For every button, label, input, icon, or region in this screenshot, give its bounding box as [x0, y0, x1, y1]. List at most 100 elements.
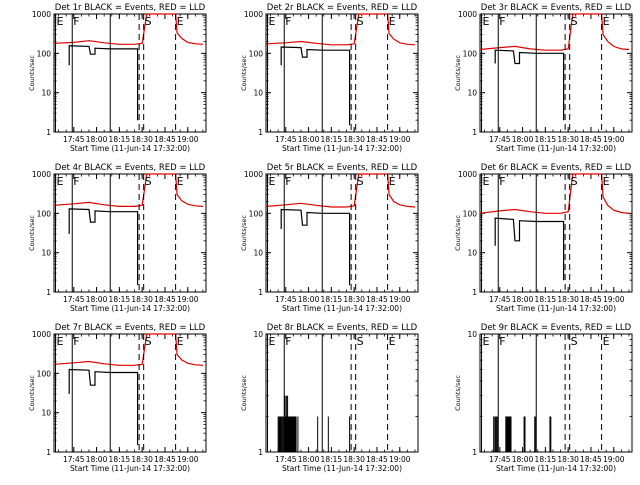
events-series-line [68, 368, 139, 446]
x-axis-label: Start Time (11-Jun-14 17:32:00) [496, 304, 616, 313]
x-tick-label: 18:45 [580, 455, 602, 464]
lld-series-line [479, 13, 630, 51]
x-tick-label: 18:15 [321, 455, 343, 464]
x-tick-label: 18:15 [535, 135, 557, 144]
x-tick-label: 19:00 [177, 295, 199, 304]
marker-label: S [571, 335, 578, 348]
marker-label: S [357, 335, 364, 348]
x-tick-label: 17:45 [275, 455, 297, 464]
y-tick-label: 10 [467, 330, 477, 339]
y-tick-label: 1 [472, 288, 477, 297]
y-axis-label: Counts/sec [240, 215, 248, 251]
y-tick-label: 100 [463, 49, 478, 58]
marker-label: S [571, 15, 578, 28]
y-tick-label: 1 [258, 128, 263, 137]
marker-label: E [483, 15, 490, 28]
y-tick-label: 10 [253, 249, 263, 258]
panel-title: Det 1r BLACK = Events, RED = LLD [55, 3, 206, 13]
y-tick-label: 1000 [244, 170, 263, 179]
y-tick-label: 100 [37, 209, 52, 218]
x-tick-label: 18:45 [366, 295, 388, 304]
x-tick-label: 17:45 [63, 455, 85, 464]
x-tick-label: 18:15 [109, 135, 131, 144]
plot-frame [53, 333, 207, 453]
x-axis-label: Start Time (11-Jun-14 17:32:00) [282, 144, 402, 153]
marker-label: E [483, 335, 490, 348]
x-tick-label: 19:00 [389, 295, 411, 304]
x-tick-label: 18:15 [109, 455, 131, 464]
plot-frame [53, 13, 207, 133]
marker-label: E [269, 335, 276, 348]
x-tick-label: 18:30 [131, 295, 153, 304]
y-tick-label: 100 [37, 49, 52, 58]
marker-label: E [57, 15, 64, 28]
y-axis-label: Counts/sec [454, 55, 462, 91]
marker-label: F [73, 15, 79, 28]
x-tick-label: 19:00 [389, 135, 411, 144]
marker-label: E [269, 15, 276, 28]
events-series-line [68, 45, 139, 121]
marker-label: S [145, 335, 152, 348]
y-tick-label: 1000 [244, 10, 263, 19]
plot-frame [53, 173, 207, 293]
marker-label: F [499, 15, 505, 28]
panel-det-9: Det 9r BLACK = Events, RED = LLD 1 10 17:45… [454, 323, 633, 473]
x-tick-label: 17:45 [489, 295, 511, 304]
x-tick-label: 18:30 [131, 455, 153, 464]
y-tick-label: 100 [249, 49, 264, 58]
y-axis-label: Counts/sec [28, 215, 36, 251]
x-tick-label: 19:00 [177, 135, 199, 144]
x-tick-label: 17:45 [489, 455, 511, 464]
panel-title: Det 5r BLACK = Events, RED = LLD [267, 163, 418, 173]
marker-label: E [57, 335, 64, 348]
x-axis-label: Start Time (11-Jun-14 17:32:00) [70, 304, 190, 313]
marker-label: E [177, 335, 184, 348]
x-tick-label: 18:45 [366, 455, 388, 464]
x-tick-label: 18:45 [154, 135, 176, 144]
x-tick-label: 18:30 [343, 455, 365, 464]
x-axis-label: Start Time (11-Jun-14 17:32:00) [70, 144, 190, 153]
y-tick-label: 1 [472, 128, 477, 137]
x-tick-label: 17:45 [275, 135, 297, 144]
x-tick-label: 18:00 [512, 455, 534, 464]
x-tick-label: 18:15 [321, 135, 343, 144]
lld-series-line [53, 333, 204, 366]
x-tick-label: 19:00 [177, 455, 199, 464]
y-axis-label: Counts/sec [454, 375, 462, 411]
y-axis-label: Counts/sec [454, 215, 462, 251]
panel-title: Det 7r BLACK = Events, RED = LLD [55, 323, 206, 333]
y-axis-label: Counts/sec [240, 55, 248, 91]
y-tick-label: 1000 [32, 10, 51, 19]
x-tick-label: 17:45 [489, 135, 511, 144]
y-tick-label: 1 [46, 288, 51, 297]
panel-title: Det 2r BLACK = Events, RED = LLD [267, 3, 418, 13]
marker-label: F [285, 175, 291, 188]
marker-label: F [285, 15, 291, 28]
marker-label: F [285, 335, 291, 348]
panel-det-6: Det 6r BLACK = Events, RED = LLD 1 10 100 10… [454, 163, 633, 313]
x-tick-label: 19:00 [389, 455, 411, 464]
plot-frame [479, 13, 633, 133]
y-tick-label: 10 [253, 89, 263, 98]
x-tick-label: 18:15 [321, 295, 343, 304]
x-tick-label: 18:30 [557, 135, 579, 144]
x-tick-label: 18:15 [535, 455, 557, 464]
x-tick-label: 18:45 [580, 135, 602, 144]
y-tick-label: 10 [41, 409, 51, 418]
x-tick-label: 18:30 [343, 135, 365, 144]
x-tick-label: 18:45 [154, 295, 176, 304]
y-tick-label: 1 [258, 448, 263, 457]
panel-title: Det 6r BLACK = Events, RED = LLD [481, 163, 632, 173]
plot-frame [265, 173, 419, 293]
marker-label: E [603, 175, 610, 188]
y-tick-label: 1 [46, 448, 51, 457]
x-tick-label: 18:30 [557, 295, 579, 304]
x-tick-label: 17:45 [63, 135, 85, 144]
lld-series-line [53, 13, 204, 45]
marker-label: S [357, 175, 364, 188]
marker-label: E [603, 335, 610, 348]
x-tick-label: 18:00 [298, 135, 320, 144]
panel-title: Det 3r BLACK = Events, RED = LLD [481, 3, 632, 13]
x-axis-label: Start Time (11-Jun-14 17:32:00) [70, 464, 190, 473]
